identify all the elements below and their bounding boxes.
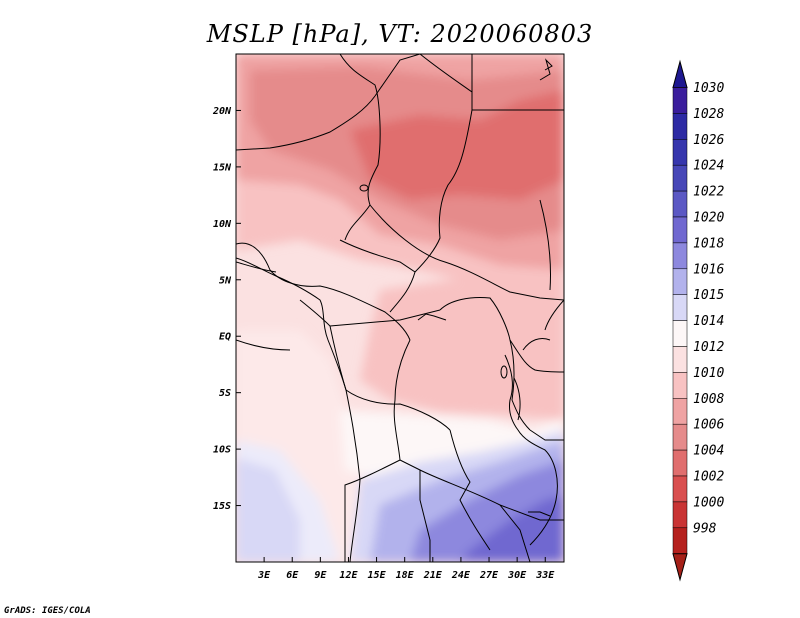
colorbar-swatch bbox=[672, 372, 688, 399]
colorbar-swatch bbox=[672, 346, 688, 373]
y-tick-label: 10N bbox=[213, 219, 232, 230]
colorbar-swatch bbox=[672, 87, 688, 114]
x-tick-label: 15E bbox=[368, 570, 387, 581]
colorbar-level-label: 1000 bbox=[693, 495, 724, 510]
colorbar-level-label: 1008 bbox=[693, 392, 724, 407]
colorbar-level-label: 1020 bbox=[693, 211, 724, 226]
y-tick-label: 5S bbox=[219, 388, 231, 399]
y-tick-label: EQ bbox=[219, 332, 231, 343]
chart-title: MSLP [hPa], VT: 2020060803 bbox=[206, 20, 593, 48]
colorbar: 1030 1028 1026 1024 1022 1020 1018 1016 1015 1014… bbox=[672, 59, 724, 582]
colorbar-swatch bbox=[672, 242, 688, 270]
colorbar-level-label: 1010 bbox=[693, 366, 724, 381]
x-tick-label: 33E bbox=[535, 570, 555, 581]
colorbar-level-label: 1016 bbox=[693, 262, 724, 277]
colorbar-level-label: 1012 bbox=[693, 340, 724, 355]
y-tick-label: 5N bbox=[219, 275, 232, 286]
x-axis: 3E 6E 9E 12E 15E 18E 21E 24E 27E 30E 33E bbox=[257, 557, 555, 581]
colorbar-level-label: 1004 bbox=[693, 444, 724, 459]
colorbar-top-triangle bbox=[672, 59, 688, 88]
x-tick-label: 12E bbox=[339, 570, 358, 581]
colorbar-swatch bbox=[672, 216, 688, 244]
colorbar-level-label: 1024 bbox=[693, 159, 724, 174]
y-tick-label: 10S bbox=[213, 445, 231, 456]
colorbar-swatch bbox=[672, 164, 688, 192]
colorbar-level-label: 1022 bbox=[693, 185, 724, 200]
colorbar-level-label: 1028 bbox=[693, 107, 724, 122]
y-tick-label: 20N bbox=[212, 106, 232, 117]
x-tick-label: 21E bbox=[423, 570, 443, 581]
y-tick-label: 15S bbox=[213, 501, 231, 512]
colorbar-level-label: 1002 bbox=[693, 470, 724, 485]
pressure-region-congo bbox=[360, 275, 564, 420]
colorbar-swatch bbox=[672, 398, 688, 425]
x-tick-label: 3E bbox=[257, 570, 271, 581]
colorbar-bottom-triangle bbox=[672, 553, 688, 582]
colorbar-swatch bbox=[672, 449, 688, 477]
x-tick-label: 9E bbox=[314, 570, 327, 581]
country-borders bbox=[236, 54, 564, 562]
colorbar-level-label: 998 bbox=[693, 521, 717, 536]
colorbar-swatch bbox=[672, 113, 688, 140]
colorbar-swatch bbox=[672, 294, 688, 321]
map-frame bbox=[235, 53, 565, 563]
colorbar-swatch bbox=[672, 423, 688, 451]
colorbar-level-label: 1006 bbox=[693, 418, 724, 433]
colorbar-swatch bbox=[672, 527, 688, 554]
colorbar-swatch bbox=[672, 139, 688, 166]
colorbar-level-label: 1030 bbox=[693, 81, 724, 96]
x-tick-label: 18E bbox=[396, 570, 415, 581]
colorbar-level-label: 1015 bbox=[693, 288, 724, 303]
x-tick-label: 30E bbox=[507, 570, 527, 581]
colorbar-swatch bbox=[672, 475, 688, 503]
colorbar-level-label: 1014 bbox=[693, 314, 724, 329]
colorbar-swatch bbox=[672, 501, 688, 529]
pressure-region-chad-low bbox=[350, 90, 564, 200]
x-tick-label: 27E bbox=[479, 570, 499, 581]
colorbar-swatch bbox=[672, 320, 688, 347]
pressure-region-south-atlantic-inner bbox=[236, 458, 300, 562]
map-plot-area: 3E 6E 9E 12E 15E 18E 21E 24E 27E 30E 33E 20N 15N 10N… bbox=[212, 53, 565, 581]
x-tick-label: 24E bbox=[451, 570, 471, 581]
lakes bbox=[359, 184, 551, 517]
colorbar-swatch bbox=[672, 190, 688, 218]
colorbar-level-label: 1018 bbox=[693, 236, 724, 251]
colorbar-swatch bbox=[672, 268, 688, 295]
x-tick-label: 6E bbox=[286, 570, 299, 581]
colorbar-level-label: 1026 bbox=[693, 133, 724, 148]
y-axis: 20N 15N 10N 5N EQ 5S 10S 15S bbox=[212, 106, 241, 512]
y-tick-label: 15N bbox=[213, 162, 232, 173]
grads-credit: GrADS: IGES/COLA bbox=[4, 606, 91, 616]
coastlines bbox=[236, 58, 558, 562]
